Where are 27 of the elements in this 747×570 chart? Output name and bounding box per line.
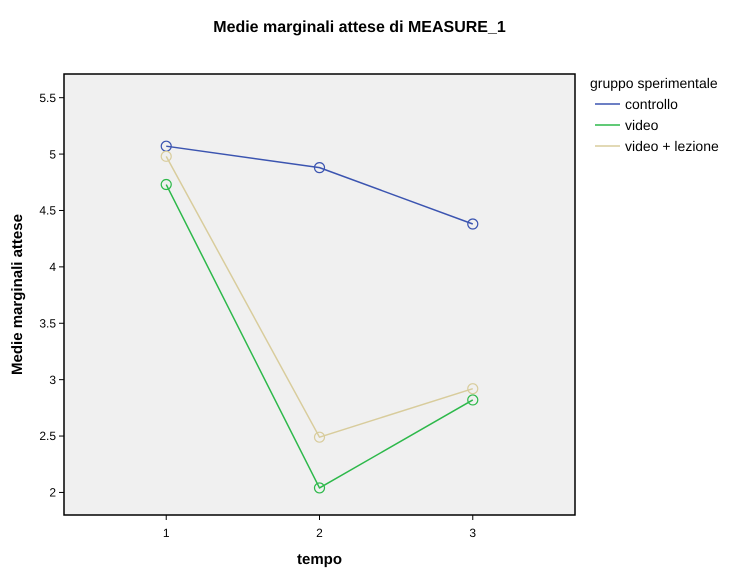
point [314,482,326,494]
y-tick-label: 3 [49,372,56,387]
y-tick-label: 2 [49,486,56,500]
point [160,150,172,162]
x-axis-title: tempo [297,551,342,568]
point [467,394,478,406]
x-tick-label: 3 [469,526,476,540]
legend-label: controllo [625,96,678,112]
x-tick-label: 2 [316,526,324,540]
point [160,140,172,152]
legend-label: video [625,117,659,133]
legend-label: video + lezione [625,138,720,154]
point [467,383,478,394]
y-tick-label: 4.5 [39,204,56,218]
point [314,162,326,174]
point [467,218,478,230]
legend-title: gruppo sperimentale [590,75,718,91]
point [160,178,172,190]
y-axis-title: Medie marginali attese [9,214,26,375]
y-tick-label: 5.5 [39,90,56,105]
y-tick-label: 3.5 [39,316,56,330]
y-tick-label: 2.5 [39,429,56,444]
y-tick-label: 5 [49,147,56,162]
y-tick-label: 4 [49,260,56,274]
chart-title: Medie marginali attese di MEASURE_1 [213,19,506,36]
point [314,432,326,443]
x-tick-label: 1 [162,526,170,540]
